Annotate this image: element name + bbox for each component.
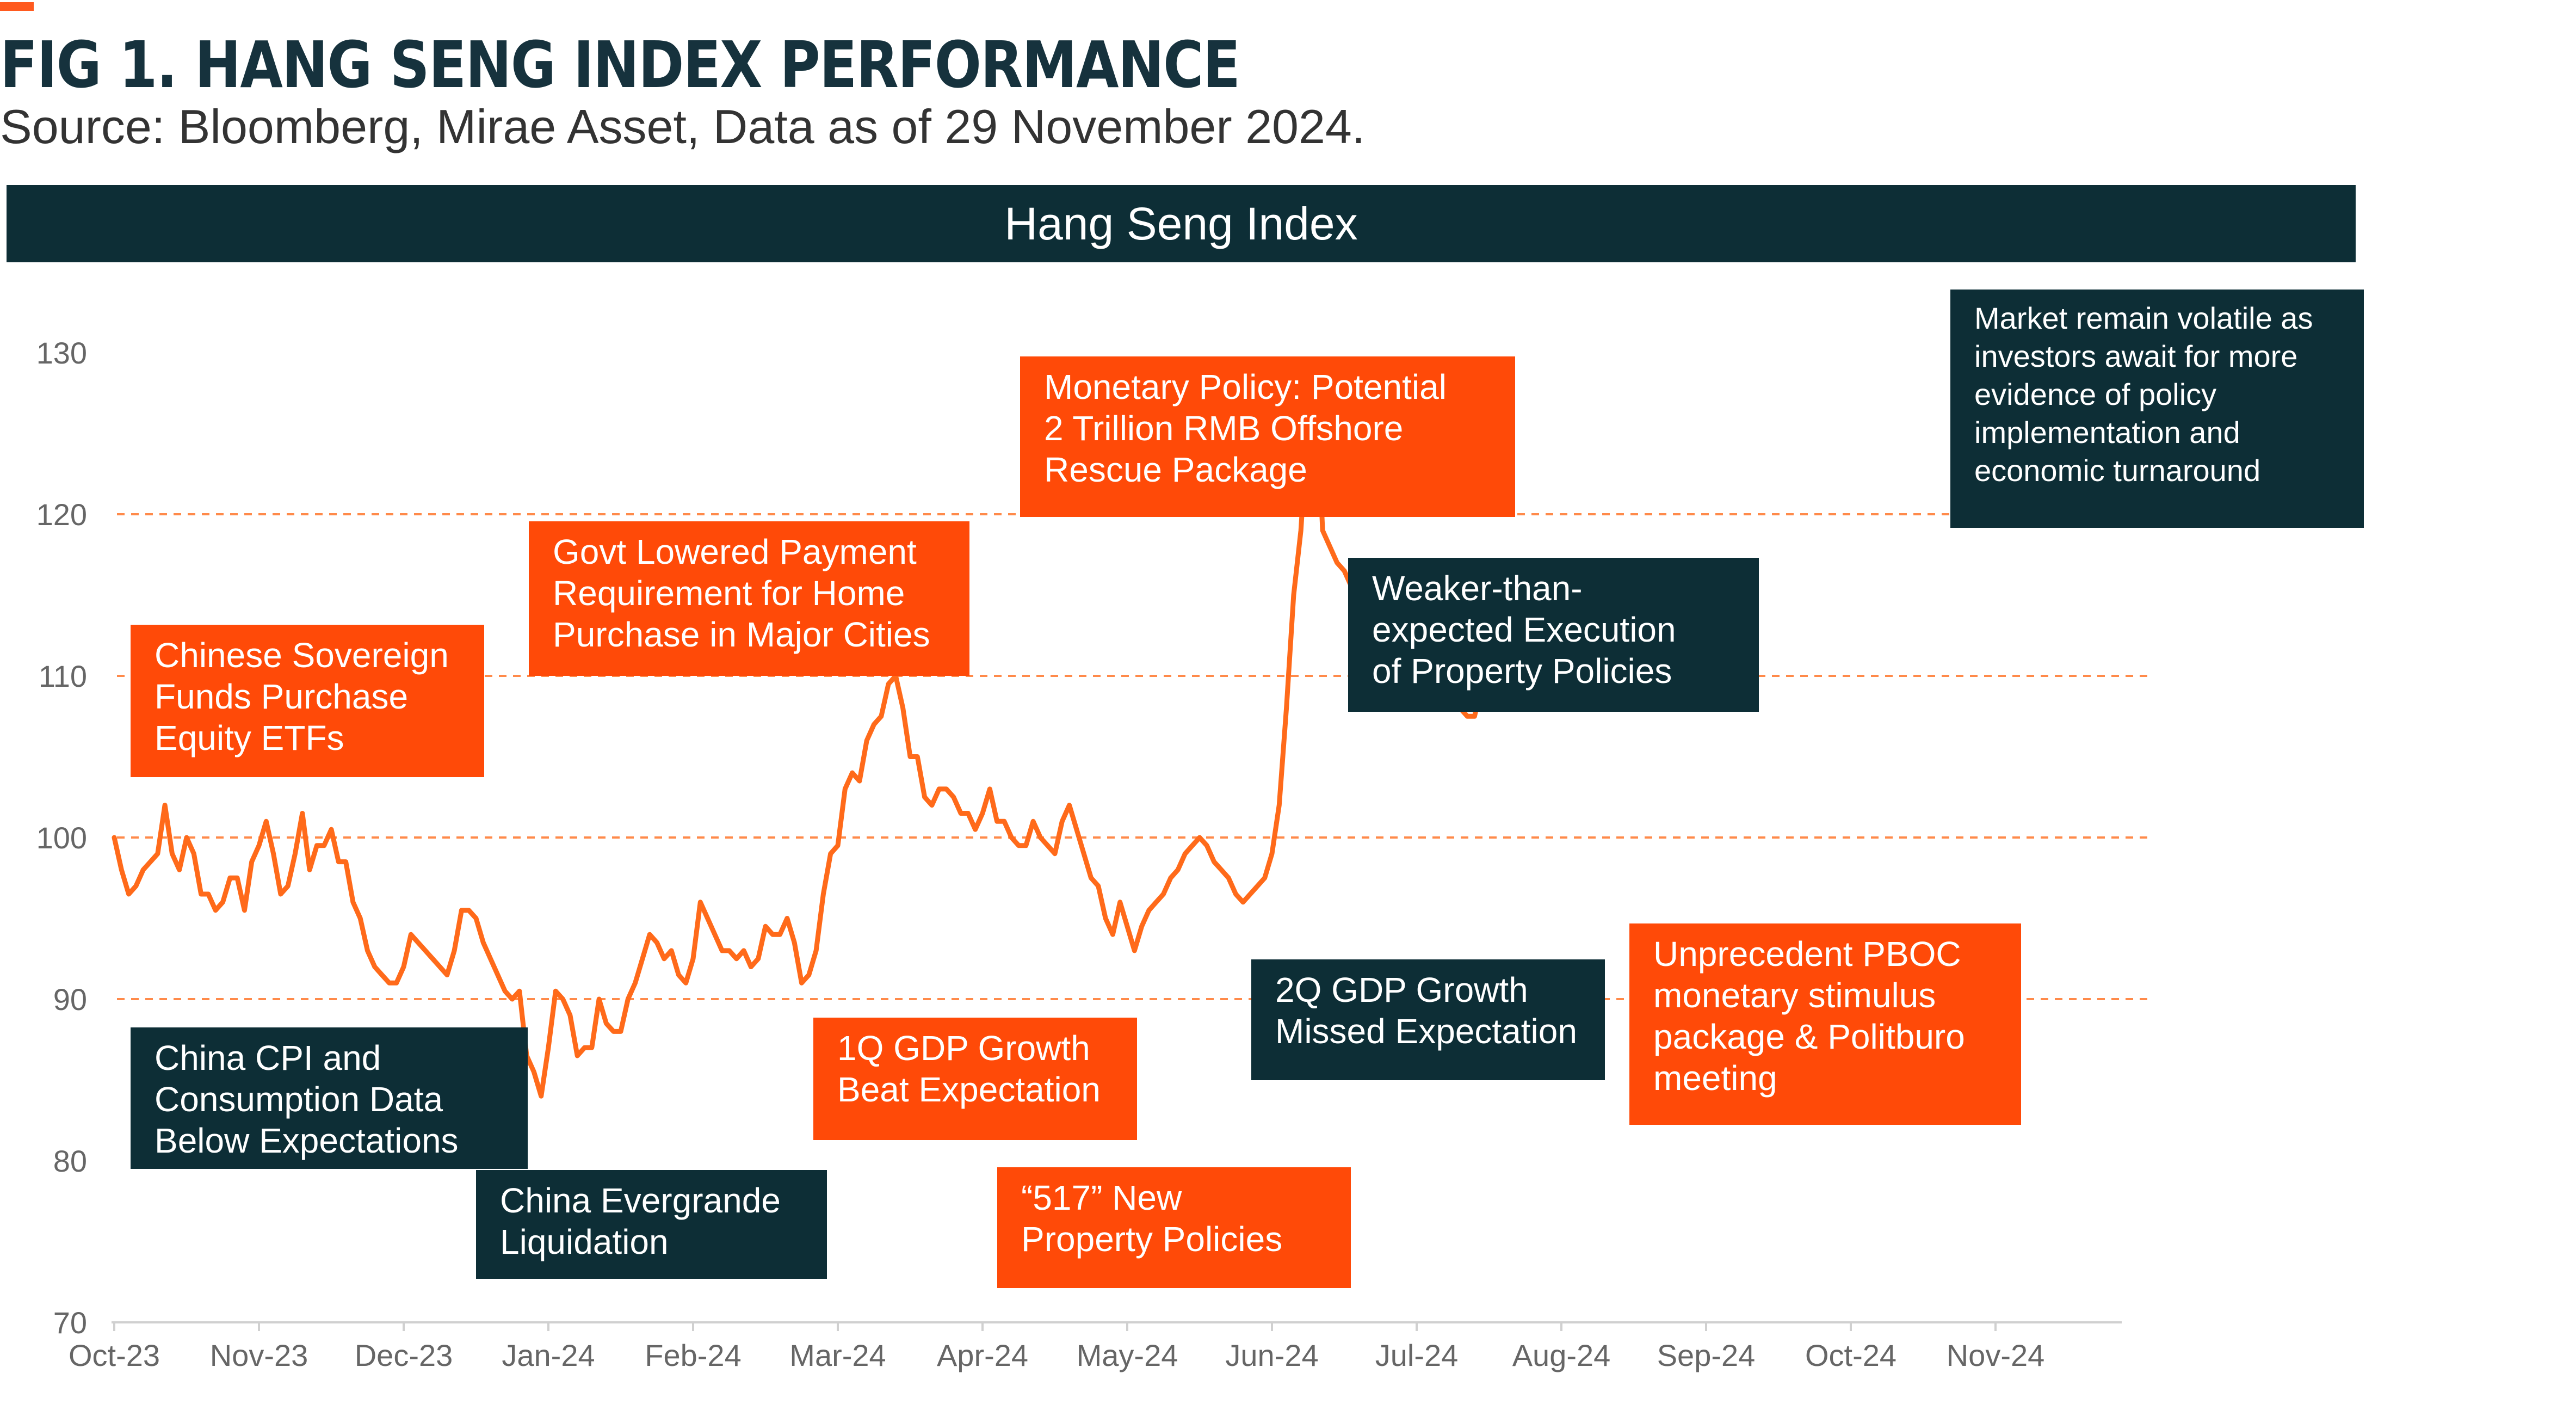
annotation-line: Requirement for Home xyxy=(553,574,905,613)
annotation-govt-lowered-payment: Govt Lowered Payment Requirement for Home… xyxy=(529,521,969,676)
y-tick-label: 90 xyxy=(53,982,87,1017)
figure-source: Source: Bloomberg, Mirae Asset, Data as … xyxy=(0,100,1366,153)
annotation-517-policies: “517” New Property Policies xyxy=(997,1167,1351,1288)
annotation-evergrande: China Evergrande Liquidation xyxy=(476,1170,827,1279)
x-tick-label: Oct-24 xyxy=(1805,1338,1897,1372)
x-tick-label: Nov-24 xyxy=(1947,1338,2045,1372)
x-tick-label: Jan-24 xyxy=(502,1338,595,1372)
y-tick-label: 100 xyxy=(36,821,87,855)
annotation-1q-gdp: 1Q GDP Growth Beat Expectation xyxy=(813,1018,1137,1140)
annotation-china-cpi: China CPI and Consumption Data Below Expec… xyxy=(131,1027,528,1169)
x-tick-label: Apr-24 xyxy=(937,1338,1028,1372)
annotation-line: “517” New xyxy=(1021,1178,1182,1217)
y-tick-label: 110 xyxy=(39,659,87,693)
x-tick-label: Nov-23 xyxy=(210,1338,308,1372)
annotation-line: evidence of policy xyxy=(1974,377,2217,411)
annotation-weaker-execution: Weaker-than-expected Execution of Propert… xyxy=(1348,558,1759,712)
annotation-line: 1Q GDP Growth xyxy=(837,1029,1090,1068)
annotation-2q-gdp: 2Q GDP Growth Missed Expectation xyxy=(1251,959,1605,1080)
annotation-pboc-stimulus: Unprecedent PBOC monetary stimulus package… xyxy=(1629,923,2021,1125)
y-tick-label: 130 xyxy=(36,336,87,370)
figure-title: FIG 1. HANG SENG INDEX PERFORMANCE xyxy=(0,27,1240,102)
annotation-monetary-policy: Monetary Policy: Potential 2 Trillion RMB… xyxy=(1020,356,1515,517)
annotation-line: Unprecedent PBOC xyxy=(1653,934,1961,974)
annotation-line: Missed Expectation xyxy=(1275,1012,1577,1051)
y-tick-labels: 70 80 90 100 110 120 130 xyxy=(36,336,87,1340)
annotation-line: Purchase in Major Cities xyxy=(553,615,930,654)
annotation-line: Funds Purchase xyxy=(155,677,409,716)
annotation-line: Beat Expectation xyxy=(837,1070,1101,1109)
annotation-line: Chinese Sovereign xyxy=(155,636,449,675)
annotation-line: package & Politburo xyxy=(1653,1017,1965,1056)
annotation-line: meeting xyxy=(1653,1058,1777,1098)
annotation-line: Below Expectations xyxy=(155,1121,459,1160)
x-tick-labels: Oct-23 Nov-23 Dec-23 Jan-24 Feb-24 Mar-24 Apr-… xyxy=(69,1322,2044,1372)
annotation-line: of Property Policies xyxy=(1372,651,1672,691)
annotation-sovereign-funds: Chinese Sovereign Funds Purchase Equity ET… xyxy=(131,625,484,777)
y-tick-label: 70 xyxy=(53,1306,87,1340)
series-line xyxy=(112,366,1492,1099)
annotation-line: Monetary Policy: Potential xyxy=(1044,367,1447,407)
annotation-line: Rescue Package xyxy=(1044,450,1307,489)
annotation-line: implementation and xyxy=(1974,415,2240,449)
annotation-line: Equity ETFs xyxy=(155,718,344,758)
chart-title-banner: Hang Seng Index xyxy=(7,185,2356,262)
annotation-line: China Evergrande xyxy=(500,1181,781,1220)
annotation-line: economic turnaround xyxy=(1974,453,2261,488)
annotation-line: Govt Lowered Payment xyxy=(553,532,917,571)
annotation-line: Market remain volatile as xyxy=(1974,301,2313,335)
annotation-line: investors await for more xyxy=(1974,339,2298,373)
x-tick-label: May-24 xyxy=(1077,1338,1178,1372)
annotation-line: monetary stimulus xyxy=(1653,976,1936,1015)
annotation-line: expected Execution xyxy=(1372,610,1676,649)
y-tick-label: 120 xyxy=(36,497,87,532)
x-tick-label: Jul-24 xyxy=(1375,1338,1459,1372)
annotation-line: Property Policies xyxy=(1021,1220,1283,1259)
x-tick-label: Oct-23 xyxy=(69,1338,160,1372)
y-tick-label: 80 xyxy=(53,1144,87,1178)
x-tick-label: Dec-23 xyxy=(355,1338,453,1372)
annotation-line: 2 Trillion RMB Offshore xyxy=(1044,409,1404,448)
x-tick-label: Aug-24 xyxy=(1512,1338,1611,1372)
annotation-line: China CPI and xyxy=(155,1038,381,1077)
accent-bar xyxy=(0,2,34,11)
annotation-line: 2Q GDP Growth xyxy=(1275,970,1528,1009)
x-tick-label: Mar-24 xyxy=(789,1338,886,1372)
annotation-line: Consumption Data xyxy=(155,1080,443,1119)
annotation-market-volatile: Market remain volatile as investors await… xyxy=(1950,290,2364,528)
x-tick-label: Sep-24 xyxy=(1657,1338,1756,1372)
x-tick-label: Jun-24 xyxy=(1225,1338,1318,1372)
chart-title: Hang Seng Index xyxy=(1004,198,1358,249)
annotation-line: Weaker-than- xyxy=(1372,569,1583,608)
x-tick-label: Feb-24 xyxy=(645,1338,741,1372)
annotation-line: Liquidation xyxy=(500,1222,669,1261)
